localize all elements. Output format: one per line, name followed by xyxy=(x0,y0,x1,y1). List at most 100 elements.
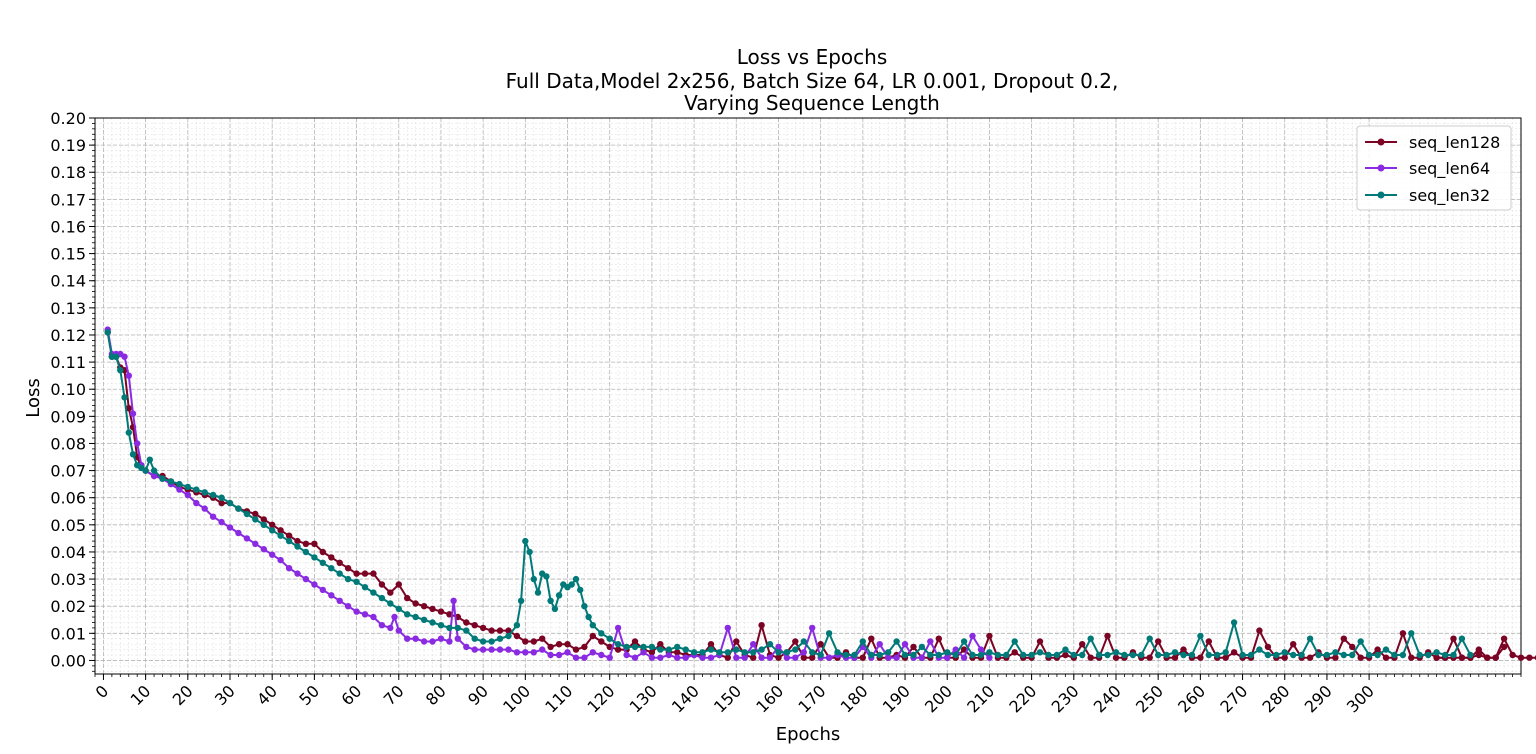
point-seq-len128 xyxy=(733,638,740,645)
point-seq-len32 xyxy=(1416,651,1423,659)
point-seq-len64 xyxy=(252,540,259,547)
point-seq-len32 xyxy=(412,613,419,621)
point-seq-len32 xyxy=(294,543,301,550)
point-seq-len128 xyxy=(1104,632,1111,640)
point-seq-len128 xyxy=(1475,646,1483,653)
point-seq-len32 xyxy=(420,616,428,623)
point-seq-len32 xyxy=(1163,651,1170,659)
x-tick-label-90: 90 xyxy=(464,681,492,709)
point-seq-len32 xyxy=(260,521,267,528)
point-seq-len32 xyxy=(176,480,183,488)
point-seq-len32 xyxy=(1239,651,1246,659)
series-line-seq-len64-0 xyxy=(106,329,991,659)
point-seq-len128 xyxy=(1264,643,1272,651)
point-seq-len32 xyxy=(1138,651,1145,659)
point-seq-len128 xyxy=(336,559,343,566)
point-seq-len32 xyxy=(1003,651,1010,659)
point-seq-len128 xyxy=(1374,646,1381,653)
point-seq-len128 xyxy=(218,499,225,507)
point-seq-len32 xyxy=(741,649,748,656)
point-seq-len32 xyxy=(690,649,698,656)
point-seq-len32 xyxy=(522,537,529,545)
point-seq-len32 xyxy=(577,586,584,594)
point-seq-len32 xyxy=(1290,651,1297,659)
point-seq-len64 xyxy=(450,597,457,604)
point-seq-len64 xyxy=(193,499,200,507)
point-seq-len128 xyxy=(589,632,596,640)
point-seq-len32 xyxy=(1450,651,1457,659)
point-seq-len32 xyxy=(1340,651,1348,659)
point-seq-len128 xyxy=(505,627,512,634)
point-seq-len32 xyxy=(775,649,782,656)
x-tick-label-30: 30 xyxy=(211,681,239,709)
point-seq-len32 xyxy=(648,643,656,651)
point-seq-len32 xyxy=(707,646,715,653)
point-seq-len32 xyxy=(1011,638,1018,645)
x-tick-label-140: 140 xyxy=(668,681,703,716)
point-seq-len128 xyxy=(311,540,318,547)
point-seq-len128 xyxy=(1036,638,1044,645)
point-seq-len128 xyxy=(361,570,369,577)
point-seq-len64 xyxy=(640,649,647,656)
point-seq-len64 xyxy=(391,613,398,621)
point-seq-len64 xyxy=(201,505,208,512)
point-seq-len128 xyxy=(910,643,917,651)
point-seq-len32 xyxy=(623,643,630,651)
point-seq-len32 xyxy=(834,649,841,656)
point-seq-len32 xyxy=(1079,651,1086,659)
x-tick-label-130: 130 xyxy=(626,681,661,716)
x-tick-label-40: 40 xyxy=(253,681,281,709)
point-seq-len128 xyxy=(328,554,335,561)
point-seq-len128 xyxy=(294,537,301,545)
point-seq-len128 xyxy=(1357,654,1364,661)
point-seq-len32 xyxy=(269,527,276,534)
point-seq-len128 xyxy=(1408,654,1415,661)
point-seq-len32 xyxy=(513,622,521,629)
y-tick-label-9: 0.09 xyxy=(50,407,86,426)
point-seq-len32 xyxy=(1281,649,1288,656)
point-seq-len64 xyxy=(243,535,251,542)
point-seq-len64 xyxy=(235,529,242,537)
point-seq-len64 xyxy=(733,654,740,661)
legend-marker-seq-len128 xyxy=(1377,138,1385,146)
point-seq-len32 xyxy=(104,329,111,336)
legend-item-seq-len128[interactable]: seq_len128 xyxy=(1365,133,1500,153)
point-seq-len64 xyxy=(783,654,791,661)
point-seq-len32 xyxy=(1129,651,1137,659)
x-tick-label-100: 100 xyxy=(499,681,534,716)
legend-item-seq-len64[interactable]: seq_len64 xyxy=(1365,159,1490,179)
point-seq-len128 xyxy=(1062,651,1069,659)
point-seq-len64 xyxy=(395,627,402,634)
point-seq-len64 xyxy=(226,524,234,531)
x-tick-label-170: 170 xyxy=(794,681,829,716)
point-seq-len64 xyxy=(311,581,318,588)
point-seq-len64 xyxy=(581,654,588,661)
point-seq-len64 xyxy=(901,641,909,648)
y-axis-label: Loss xyxy=(23,378,44,417)
point-seq-len64 xyxy=(631,654,639,661)
point-seq-len64 xyxy=(404,635,411,642)
point-seq-len64 xyxy=(750,641,757,648)
point-seq-len32 xyxy=(1230,619,1238,626)
y-tick-label-0: 0.00 xyxy=(50,651,86,670)
point-seq-len32 xyxy=(429,619,436,626)
point-seq-len128 xyxy=(707,641,715,648)
point-seq-len128 xyxy=(319,548,326,556)
point-seq-len64 xyxy=(387,624,394,632)
legend-item-seq-len32[interactable]: seq_len32 xyxy=(1365,186,1490,206)
series-seq-len32 xyxy=(104,329,1474,659)
point-seq-len32 xyxy=(1315,651,1322,659)
legend-marker-seq-len32 xyxy=(1377,191,1385,199)
y-tick-label-15: 0.15 xyxy=(50,245,86,264)
point-seq-len64 xyxy=(294,570,301,577)
point-seq-len64 xyxy=(876,641,883,648)
point-seq-len32 xyxy=(353,578,360,585)
x-tick-label-270: 270 xyxy=(1216,681,1251,716)
x-tick-label-80: 80 xyxy=(422,681,450,709)
y-tick-label-13: 0.13 xyxy=(50,299,86,318)
title-line-1: Loss vs Epochs xyxy=(737,45,888,69)
point-seq-len128 xyxy=(724,654,731,661)
point-seq-len128 xyxy=(1256,627,1263,634)
point-seq-len32 xyxy=(640,643,647,651)
point-seq-len128 xyxy=(1146,654,1153,661)
